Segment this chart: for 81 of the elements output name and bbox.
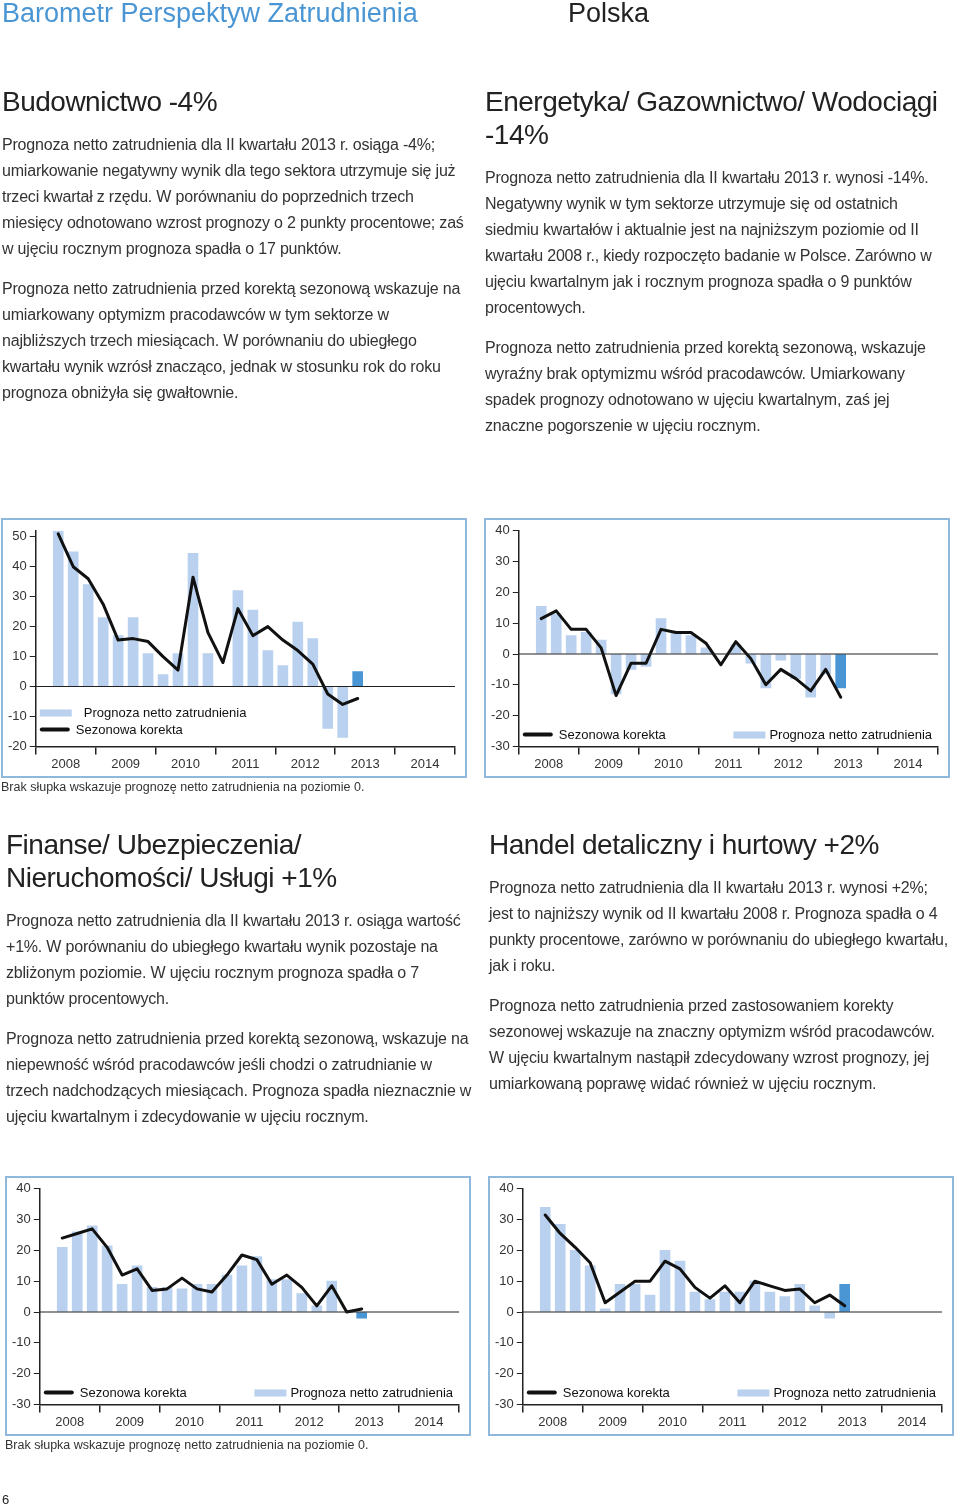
legend-label: Prognoza netto zatrudnienia: [83, 704, 248, 720]
x-tick-label: 2011: [714, 755, 743, 771]
y-tick-label: 20: [495, 583, 510, 599]
y-tick-label: -20: [494, 1365, 514, 1381]
x-tick-label: 2008: [51, 755, 81, 771]
y-tick-label: 40: [16, 1180, 31, 1196]
text: Prognoza netto zatrudnienia dla II kwartału 2013 r. osiąga wartość +1%. W porównaniu do ubiegłego kwartału wynik pozostaje na zbliżonym poziomie. W ujęciu rocznym prognoza spadła o 7 punktów procentowych. Prognoza netto zatrudnienia przed korektą sezonową, wskazuje na niepewność wśród pracodawców jeśli chodzi o zatrudnianie w trzech nadchodzących miesiącach. Prognoza spadła nieznacznie w ujęciu kwartalnym i zdecydowanie w ujęciu rocznym.: [6, 912, 472, 1125]
x-tick-label: 2009: [594, 755, 624, 771]
text: Prognoza netto zatrudnienia dla II kwartału 2013 r. osiąga -4%; umiarkowanie negatywny wynik dla tego sektora utrzymuje się już trzeci kwartał z rzędu. W porównaniu do poprzednich trzech miesięcy odnotowano wzrost prognozy o 2 punkty procentowe; zaś w ujęciu rocznym prognoza spadła o 17 punktów. Prognoza netto zatrudnienia przed korektą sezonową wskazuje na umiarkowany optymizm pracodawców w tym sektorze w najbliższych trzech miesiącach. W porównaniu do ubiegłego kwartału wynik wzrósł znacząco, jednak w stosunku rok do roku prognoza obniżyła się gwałtownie.: [2, 136, 464, 401]
y-tick-label: -10: [490, 676, 510, 692]
y-tick-label: 10: [495, 614, 510, 630]
x-tick-label: 2013: [354, 1413, 384, 1429]
y-tick-label: 0: [502, 645, 510, 661]
legend-label: Sezonowa korekta: [558, 726, 667, 742]
x-tick-label: 2009: [115, 1413, 145, 1429]
legend-label: Sezonowa korekta: [75, 721, 184, 737]
y-tick-label: 0: [23, 1303, 31, 1319]
x-tick-label: 2014: [414, 1413, 444, 1429]
x-tick-label: 2014: [410, 755, 440, 771]
x-tick-label: 2009: [111, 755, 141, 771]
y-tick-label: 50: [12, 528, 27, 544]
x-tick-label: 2014: [893, 755, 923, 771]
text: Prognoza netto zatrudnienia dla II kwartału 2013 r. wynosi +2%; jest to najniższy wynik od II kwartału 2008 r. Prognoza spadła o 4 punkty procentowe, zarówno w porównaniu do ubiegłego kwartału, jak i roku. Prognoza netto zatrudnienia przed zastosowaniem korekty sezonowej wskazuje na znaczny optymizm wśród pracodawców. W ujęciu kwartalnym nastąpił zdecydowany wzrost prognozy, jej umiarkowaną poprawę widać również w ujęciu rocznym.: [489, 879, 948, 1092]
y-tick-label: -30: [11, 1395, 31, 1411]
x-tick-label: 2009: [598, 1413, 628, 1429]
text: Barometr Perspektyw Zatrudnienia: [2, 0, 418, 29]
y-tick-label: 30: [16, 1211, 31, 1227]
x-tick-label: 2012: [290, 755, 320, 771]
x-tick-label: 2012: [777, 1413, 807, 1429]
text: Prognoza netto zatrudnienia dla II kwartału 2013 r. wynosi -14%. Negatywny wynik w tym sektorze utrzymuje się od ostatnich siedmiu kwartałów i aktualnie jest na najniższym poziomie od II kwartału 2008 r., kiedy rozpoczęto badanie w Polsce. Zarówno w ujęciu kwartalnym jak i rocznym prognoza spadła o 9 punktów procentowych. Prognoza netto zatrudnienia przed korektą sezonową, wskazuje wyraźny brak optymizmu wśród pracodawców. Umiarkowany spadek prognozy odnotowano w ujęciu kwartalnym, zaś jej znaczne pogorszenie w ujęciu rocznym.: [485, 169, 932, 434]
x-tick-label: 2011: [231, 755, 260, 771]
x-tick-label: 2012: [773, 755, 803, 771]
chart-title: Energetyka/ Gazownictwo/ Wodociągi -14%: [485, 85, 939, 151]
x-tick-label: 2013: [833, 755, 863, 771]
legend-label: Prognoza netto zatrudnienia: [290, 1384, 454, 1400]
y-tick-label: -10: [11, 1334, 31, 1350]
y-tick-label: 30: [12, 588, 27, 604]
y-tick-label: 20: [499, 1241, 514, 1257]
x-tick-label: 2010: [658, 1413, 687, 1429]
x-tick-label: 2011: [235, 1413, 264, 1429]
x-tick-label: 2012: [294, 1413, 324, 1429]
y-tick-label: 10: [16, 1272, 31, 1288]
chart-title: Budownictwo -4%: [2, 85, 219, 118]
legend-label: Prognoza netto zatrudnienia: [769, 726, 933, 742]
y-tick-label: 30: [499, 1211, 514, 1227]
text: 6: [2, 1492, 10, 1507]
legend-label: Sezonowa korekta: [562, 1384, 671, 1400]
y-tick-label: -20: [7, 737, 27, 753]
text: Brak słupka wskazuje prognozę netto zatrudnienia na poziomie 0.: [1, 780, 365, 794]
y-tick-label: 10: [12, 648, 27, 664]
y-tick-label: -30: [494, 1395, 514, 1411]
x-tick-label: 2013: [837, 1413, 867, 1429]
legend-label: Prognoza netto zatrudnienia: [773, 1384, 937, 1400]
y-tick-label: -10: [494, 1334, 514, 1350]
x-tick-label: 2013: [350, 755, 380, 771]
y-tick-label: -20: [490, 707, 510, 723]
y-tick-label: 40: [499, 1180, 514, 1196]
legend-label: Sezonowa korekta: [79, 1384, 188, 1400]
y-tick-label: 20: [16, 1241, 31, 1257]
y-tick-label: -20: [11, 1365, 31, 1381]
text: Polska: [568, 0, 650, 29]
text: Brak słupka wskazuje prognozę netto zatrudnienia na poziomie 0.: [5, 1438, 369, 1452]
x-tick-label: 2008: [55, 1413, 85, 1429]
y-tick-label: -10: [7, 708, 27, 724]
x-tick-label: 2014: [897, 1413, 927, 1429]
y-tick-label: 10: [499, 1272, 514, 1288]
y-tick-label: 0: [506, 1303, 514, 1319]
y-tick-label: 0: [19, 678, 27, 694]
chart-title: Finanse/ Ubezpieczenia/ Nieruchomości/ Usługi +1%: [6, 828, 338, 894]
y-tick-label: -30: [490, 737, 510, 753]
x-tick-label: 2010: [175, 1413, 204, 1429]
x-tick-label: 2008: [534, 755, 564, 771]
y-tick-label: 20: [12, 618, 27, 634]
chart-title: Handel detaliczny i hurtowy +2%: [489, 828, 880, 861]
y-tick-label: 30: [495, 553, 510, 569]
y-tick-label: 40: [495, 522, 510, 538]
x-tick-label: 2008: [538, 1413, 568, 1429]
x-tick-label: 2010: [654, 755, 683, 771]
x-tick-label: 2010: [171, 755, 200, 771]
x-tick-label: 2011: [718, 1413, 747, 1429]
y-tick-label: 40: [12, 558, 27, 574]
